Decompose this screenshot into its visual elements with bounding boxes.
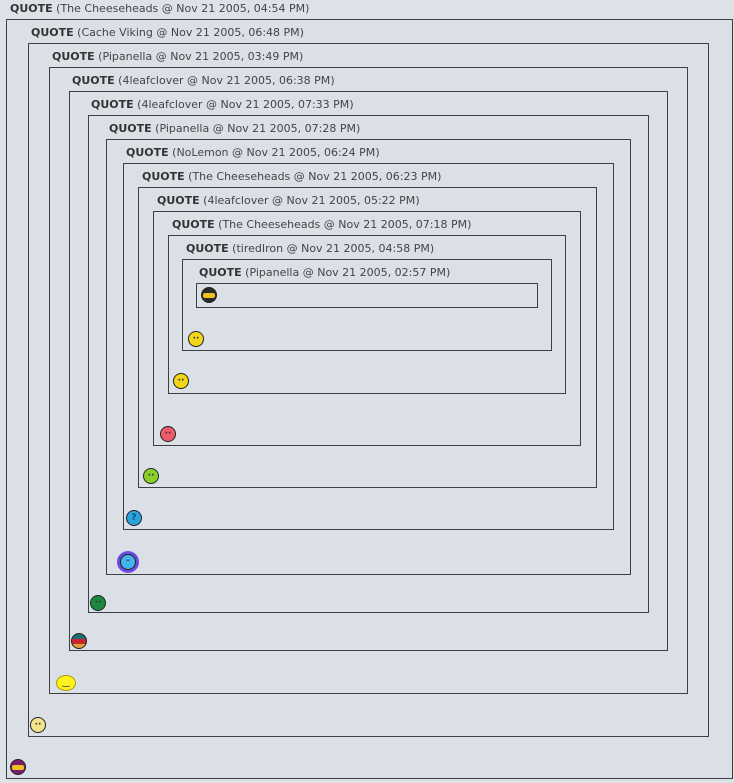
quote-label: QUOTE [199, 266, 242, 279]
quote-label: QUOTE [31, 26, 74, 39]
quote-header: QUOTE (4leafclover @ Nov 21 2005, 05:22 … [157, 194, 420, 207]
question-icon: ? [126, 510, 142, 526]
quote-date: Nov 21 2005, 04:54 PM [176, 2, 306, 15]
quote-header: QUOTE (The Cheeseheads @ Nov 21 2005, 04… [10, 2, 310, 15]
quote-author[interactable]: The Cheeseheads [60, 2, 159, 15]
quote-date: Nov 21 2005, 07:28 PM [227, 122, 356, 135]
quote-author[interactable]: Pipanella [249, 266, 300, 279]
quote-date: Nov 21 2005, 07:18 PM [338, 218, 468, 231]
quote-label: QUOTE [126, 146, 169, 159]
quote-author[interactable]: 4leafclover [207, 194, 269, 207]
sick-icon: ·· [143, 468, 159, 484]
quote-label: QUOTE [72, 74, 115, 87]
flower-smile-icon: ᵕ [120, 554, 136, 570]
cheer-icon: ‿ [56, 675, 76, 691]
ninja-purple-icon [10, 759, 26, 775]
quote-date: Nov 21 2005, 06:23 PM [308, 170, 438, 183]
quote-date: Nov 21 2005, 02:57 PM [317, 266, 446, 279]
quote-header: QUOTE (The Cheeseheads @ Nov 21 2005, 07… [172, 218, 472, 231]
love-icon: ·· [160, 426, 176, 442]
quote-author[interactable]: The Cheeseheads [192, 170, 291, 183]
quote-header: QUOTE (Pipanella @ Nov 21 2005, 03:49 PM… [52, 50, 304, 63]
quote-label: QUOTE [157, 194, 200, 207]
quote-date: Nov 21 2005, 05:22 PM [286, 194, 416, 207]
hmm-icon: ·· [188, 331, 204, 347]
quote-date: Nov 21 2005, 06:48 PM [170, 26, 300, 39]
quote-header: QUOTE (tiredIron @ Nov 21 2005, 04:58 PM… [186, 242, 435, 255]
quote-header: QUOTE (4leafclover @ Nov 21 2005, 07:33 … [91, 98, 354, 111]
quote-header: QUOTE (Pipanella @ Nov 21 2005, 07:28 PM… [109, 122, 361, 135]
german-flag-face-icon [71, 633, 87, 649]
quote-author[interactable]: Cache Viking [81, 26, 153, 39]
quote-date: Nov 21 2005, 06:38 PM [201, 74, 331, 87]
ninja-black-icon [201, 287, 217, 303]
quote-author[interactable]: 4leafclover [141, 98, 203, 111]
quote-author[interactable]: 4leafclover [122, 74, 184, 87]
green-smile-icon: ·· [90, 595, 106, 611]
quote-author[interactable]: tiredIron [236, 242, 284, 255]
quote-date: Nov 21 2005, 06:24 PM [246, 146, 376, 159]
quote-label: QUOTE [52, 50, 95, 63]
quote-box [196, 283, 538, 308]
quote-header: QUOTE (4leafclover @ Nov 21 2005, 06:38 … [72, 74, 335, 87]
quote-label: QUOTE [109, 122, 152, 135]
quote-header: QUOTE (The Cheeseheads @ Nov 21 2005, 06… [142, 170, 442, 183]
quote-author[interactable]: Pipanella [102, 50, 153, 63]
quote-date: Nov 21 2005, 04:58 PM [301, 242, 430, 255]
quote-header: QUOTE (Cache Viking @ Nov 21 2005, 06:48… [31, 26, 304, 39]
quote-date: Nov 21 2005, 03:49 PM [170, 50, 299, 63]
quote-label: QUOTE [91, 98, 134, 111]
quote-author[interactable]: NoLemon [176, 146, 229, 159]
viking-icon: ·· [30, 717, 46, 733]
quote-label: QUOTE [186, 242, 229, 255]
quote-label: QUOTE [172, 218, 215, 231]
quote-label: QUOTE [142, 170, 185, 183]
quote-date: Nov 21 2005, 07:33 PM [220, 98, 350, 111]
quote-label: QUOTE [10, 2, 53, 15]
quote-author[interactable]: The Cheeseheads [222, 218, 321, 231]
quote-header: QUOTE (NoLemon @ Nov 21 2005, 06:24 PM) [126, 146, 380, 159]
quote-author[interactable]: Pipanella [159, 122, 210, 135]
neutral-icon: ·· [173, 373, 189, 389]
quote-header: QUOTE (Pipanella @ Nov 21 2005, 02:57 PM… [199, 266, 451, 279]
